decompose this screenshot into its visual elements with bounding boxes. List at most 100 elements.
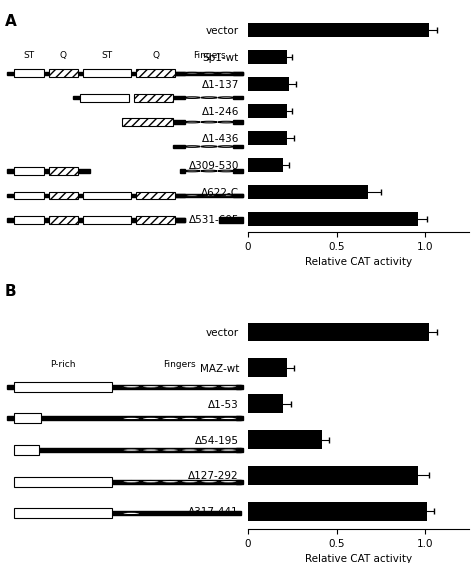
Bar [48,216,78,224]
Circle shape [122,512,140,515]
Bar [234,145,243,148]
Bar [39,448,241,452]
Bar [7,218,185,221]
X-axis label: Relative CAT activity: Relative CAT activity [305,555,412,563]
Bar [15,69,44,77]
Circle shape [218,121,234,123]
Text: Q: Q [152,51,159,60]
Circle shape [219,386,238,388]
Bar [15,191,44,199]
Text: ST: ST [101,51,112,60]
Bar [248,77,289,91]
Text: P-rich: P-rich [50,360,76,369]
Bar [7,417,241,421]
Bar [48,69,78,77]
Circle shape [141,449,160,452]
Bar [219,217,243,222]
Bar [236,417,243,421]
Circle shape [201,146,217,148]
Circle shape [161,417,180,419]
Bar [15,445,39,455]
Bar [236,385,243,389]
Bar [78,169,90,173]
Bar [248,466,418,485]
Circle shape [141,417,160,419]
Bar [248,323,428,341]
Circle shape [200,417,219,419]
Bar [48,167,78,175]
Bar [82,216,131,224]
Bar [82,69,131,77]
Circle shape [122,449,140,452]
X-axis label: Relative CAT activity: Relative CAT activity [305,257,412,267]
Bar [15,382,112,392]
Bar [234,169,243,173]
Circle shape [200,386,219,388]
Bar [173,145,185,148]
Circle shape [201,170,217,172]
Bar [82,191,131,199]
Bar [48,191,78,199]
Bar [7,194,243,197]
Bar [234,120,243,124]
Circle shape [200,481,219,483]
Circle shape [161,449,180,452]
Bar [234,194,243,197]
Bar [248,394,283,413]
Bar [173,120,185,124]
Bar [248,104,287,118]
Bar [175,194,185,197]
Circle shape [181,386,199,388]
Bar [175,72,185,75]
Text: Q: Q [60,51,67,60]
Bar [112,511,241,516]
Bar [248,212,418,226]
Circle shape [141,481,160,483]
Circle shape [218,72,234,74]
Bar [73,96,80,99]
Circle shape [218,146,234,148]
Bar [15,216,44,224]
Circle shape [161,386,180,388]
Bar [175,218,185,221]
Text: Fingers: Fingers [193,51,226,60]
Circle shape [201,97,217,99]
Bar [234,96,243,99]
Circle shape [122,417,140,419]
Circle shape [161,481,180,483]
Bar [248,131,287,145]
Circle shape [201,195,217,196]
Bar [7,169,78,173]
Bar [15,508,112,519]
Text: A: A [5,14,17,29]
Bar [136,69,175,77]
Bar [236,448,243,452]
Bar [248,23,428,37]
Bar [15,413,41,423]
Bar [134,93,173,101]
Circle shape [200,449,219,452]
Circle shape [218,170,234,172]
Text: Fingers: Fingers [164,360,196,369]
Circle shape [201,121,217,123]
Circle shape [141,386,160,388]
Circle shape [184,72,200,74]
Circle shape [181,417,199,419]
Bar [248,359,287,377]
Circle shape [184,170,200,172]
Circle shape [201,72,217,74]
Circle shape [219,449,238,452]
Circle shape [218,97,234,99]
Text: ST: ST [24,51,35,60]
Bar [80,93,129,101]
Circle shape [218,195,234,196]
Bar [136,216,175,224]
Circle shape [184,121,200,123]
Circle shape [122,481,140,483]
Bar [15,477,112,487]
Circle shape [122,386,140,388]
Circle shape [219,417,238,419]
Circle shape [181,481,199,483]
Bar [15,167,44,175]
Bar [248,502,427,521]
